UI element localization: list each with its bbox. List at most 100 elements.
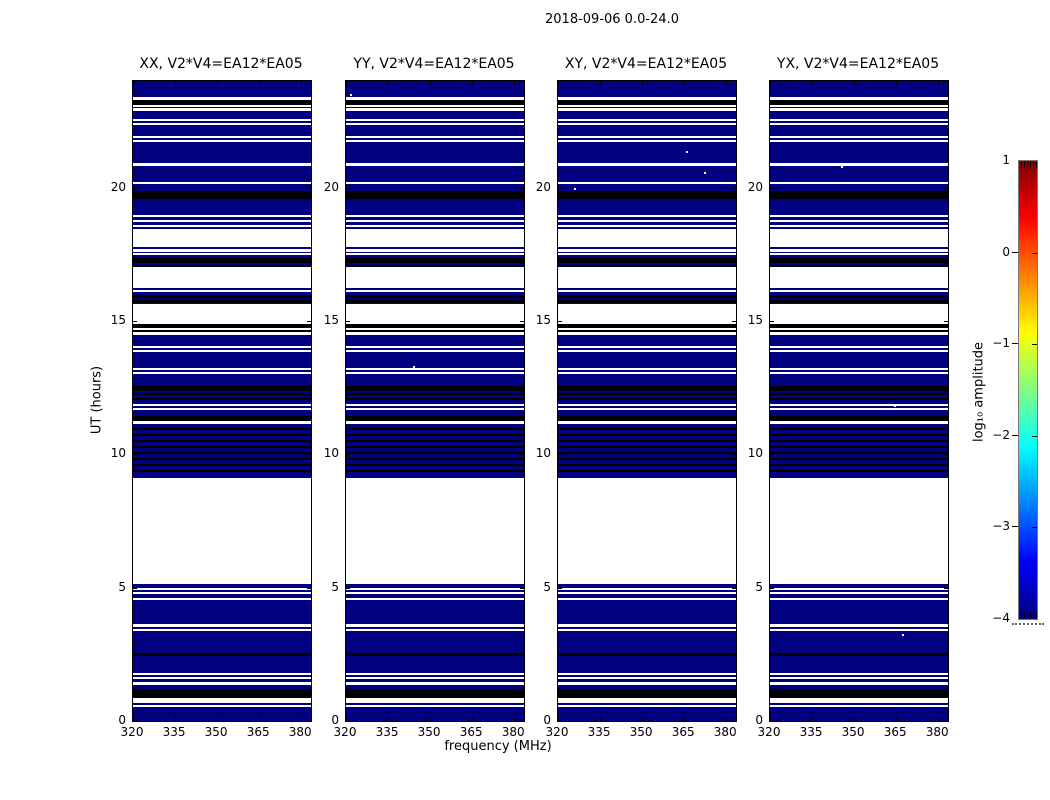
y-tick-mark xyxy=(944,454,948,456)
y-tick-label: 5 xyxy=(118,579,126,594)
stripe-black xyxy=(558,652,736,656)
stripe-white xyxy=(346,105,524,108)
stripe-white xyxy=(770,108,948,112)
stripe-black xyxy=(558,393,736,395)
stripe-black xyxy=(133,451,311,455)
stripe-white xyxy=(558,105,736,108)
stripe-black xyxy=(346,265,524,267)
x-tick-mark xyxy=(133,81,134,85)
stripe-white xyxy=(346,214,524,217)
stripe-white xyxy=(770,331,948,335)
colorbar-tick-mark xyxy=(1012,251,1018,253)
stripe-white xyxy=(770,162,948,166)
stripe-white xyxy=(133,303,311,324)
stripe-black xyxy=(133,446,311,448)
x-tick-mark xyxy=(896,717,898,721)
stripe-black xyxy=(770,463,948,467)
stripe-black xyxy=(346,439,524,443)
x-tick-label: 350 xyxy=(204,725,228,739)
y-tick-mark xyxy=(770,454,774,456)
x-tick-mark xyxy=(642,81,644,85)
stripe-white xyxy=(770,122,948,125)
stripe-white xyxy=(558,346,736,348)
stripe-black xyxy=(133,463,311,467)
y-tick-mark xyxy=(770,587,774,589)
stripe-black xyxy=(558,299,736,304)
stripe-white xyxy=(133,249,311,252)
y-tick-mark xyxy=(133,587,137,589)
stripe-black xyxy=(133,415,311,421)
x-tick-mark xyxy=(301,717,303,721)
stripe-white xyxy=(558,118,736,121)
colorbar-end-hatch xyxy=(1019,612,1037,618)
x-tick-mark xyxy=(430,717,432,721)
stripe-black xyxy=(133,294,311,299)
x-tick-mark xyxy=(175,81,177,85)
stripe-white xyxy=(770,229,948,247)
x-tick-label: 335 xyxy=(162,725,186,739)
x-tick-mark xyxy=(896,81,898,85)
stripe-white xyxy=(558,253,736,255)
stripe-black xyxy=(770,434,948,436)
stripe-black xyxy=(558,446,736,448)
stripe-black xyxy=(770,652,948,656)
stripe-white xyxy=(558,403,736,407)
colorbar-tick-label: 1 xyxy=(1002,153,1010,167)
y-tick-mark xyxy=(520,187,524,189)
stripe-black xyxy=(133,265,311,267)
stripe-white xyxy=(133,331,311,335)
stripe-black xyxy=(346,190,524,199)
x-tick-mark xyxy=(514,81,516,85)
stripe-white xyxy=(770,677,948,680)
stripe-white xyxy=(558,139,736,143)
colorbar-tick-mark xyxy=(1032,435,1037,437)
colorbar-tick-mark xyxy=(1032,527,1037,529)
y-tick-mark xyxy=(520,321,524,322)
stripe-black xyxy=(133,434,311,436)
stripe-black xyxy=(770,398,948,400)
stripe-white xyxy=(346,225,524,227)
stripe-black xyxy=(558,294,736,299)
colorbar-bottom-dots xyxy=(1012,621,1044,625)
stripe-white xyxy=(346,592,524,595)
stripe-white xyxy=(770,118,948,121)
stripe-white xyxy=(346,421,524,424)
stripe-black xyxy=(558,463,736,467)
stripe-black xyxy=(346,415,524,421)
stripe-white xyxy=(770,371,948,375)
y-tick-mark xyxy=(307,321,311,322)
stripe-white xyxy=(770,225,948,227)
stripe-white xyxy=(770,105,948,108)
y-tick-label: 15 xyxy=(323,313,339,327)
y-tick-label: 10 xyxy=(323,446,339,461)
stripe-black xyxy=(770,393,948,395)
stripe-black xyxy=(346,258,524,263)
stripe-white xyxy=(770,672,948,675)
y-tick-mark xyxy=(732,187,736,189)
heatmap-panel-yy xyxy=(345,80,525,722)
stripe-white xyxy=(346,108,524,112)
x-tick-mark xyxy=(346,717,347,721)
stripe-black xyxy=(558,434,736,436)
stripe-white xyxy=(558,225,736,227)
y-tick-mark xyxy=(307,587,311,589)
x-tick-label: 335 xyxy=(799,725,823,739)
stripe-black xyxy=(558,386,736,391)
stripe-white xyxy=(133,350,311,352)
stripe-black xyxy=(558,439,736,443)
y-tick-mark xyxy=(346,587,350,589)
stripe-white xyxy=(770,97,948,100)
stripe-white xyxy=(133,162,311,166)
stripe-white xyxy=(558,219,736,223)
stripe-white xyxy=(133,624,311,627)
y-tick-mark xyxy=(133,454,137,456)
panel-title-yy: YY, V2*V4=EA12*EA05 xyxy=(353,56,515,72)
x-tick-label: 335 xyxy=(587,725,611,739)
y-tick-mark xyxy=(732,454,736,456)
stripe-white xyxy=(346,303,524,324)
stripe-white xyxy=(133,225,311,227)
stripe-black xyxy=(770,323,948,328)
stripe-white xyxy=(770,214,948,217)
x-tick-mark xyxy=(600,717,602,721)
